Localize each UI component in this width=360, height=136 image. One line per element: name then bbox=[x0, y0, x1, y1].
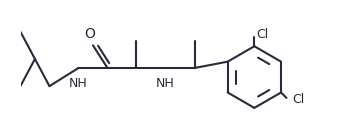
Text: Cl: Cl bbox=[256, 28, 269, 41]
Text: Cl: Cl bbox=[292, 93, 304, 106]
Text: NH: NH bbox=[156, 77, 175, 90]
Text: NH: NH bbox=[69, 77, 88, 90]
Text: O: O bbox=[84, 27, 95, 41]
